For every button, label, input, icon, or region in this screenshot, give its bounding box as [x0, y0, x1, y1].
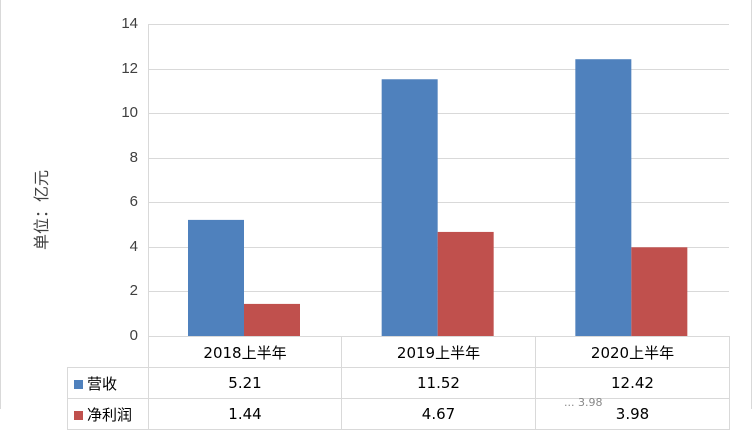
y-tick-label: 8: [129, 148, 138, 166]
series-row: 营收 5.21 11.52 12.42: [67, 367, 730, 399]
watermark-text: ... 3.98: [564, 396, 603, 409]
legend-entry: 营收: [67, 367, 149, 399]
series-row: 净利润 1.44 4.67 3.98: [67, 398, 730, 430]
category-label: 2018上半年: [148, 336, 342, 368]
bar-revenue: [188, 219, 244, 336]
data-label: 1.44: [148, 398, 342, 430]
y-tick-label: 14: [121, 15, 138, 32]
legend-label: 营收: [87, 374, 118, 393]
chart-frame-left: [0, 0, 1, 409]
data-label: 11.52: [341, 367, 536, 399]
category-row: 2018上半年 2019上半年 2020上半年: [67, 336, 730, 368]
legend-label: 净利润: [87, 405, 133, 424]
y-tick-label: 6: [129, 193, 138, 211]
y-tick-label: 12: [121, 59, 138, 77]
bar-revenue: [381, 79, 438, 337]
bar-revenue: [575, 59, 632, 337]
category-label: 2019上半年: [341, 336, 536, 368]
data-table: 2018上半年 2019上半年 2020上半年 营收 5.21 11.52 12…: [67, 336, 730, 430]
bar-net-profit: [437, 231, 494, 336]
bar-net-profit: [631, 247, 688, 336]
legend-entry: 净利润: [67, 398, 149, 430]
y-tick-label: 4: [129, 237, 138, 255]
y-axis-label: 单位：亿元: [32, 169, 52, 251]
bar-net-profit: [244, 303, 300, 336]
data-label: 4.67: [341, 398, 536, 430]
data-label: 12.42: [535, 367, 730, 399]
y-tick-label: 10: [121, 104, 138, 122]
y-tick-label: 0: [129, 327, 138, 344]
y-tick-label: 2: [129, 282, 138, 300]
category-label: 2020上半年: [535, 336, 730, 368]
legend-swatch: [74, 410, 83, 420]
table-corner: [67, 336, 149, 368]
data-label: 5.21: [148, 367, 342, 399]
legend-swatch: [74, 379, 83, 389]
bar-chart: [148, 24, 729, 337]
